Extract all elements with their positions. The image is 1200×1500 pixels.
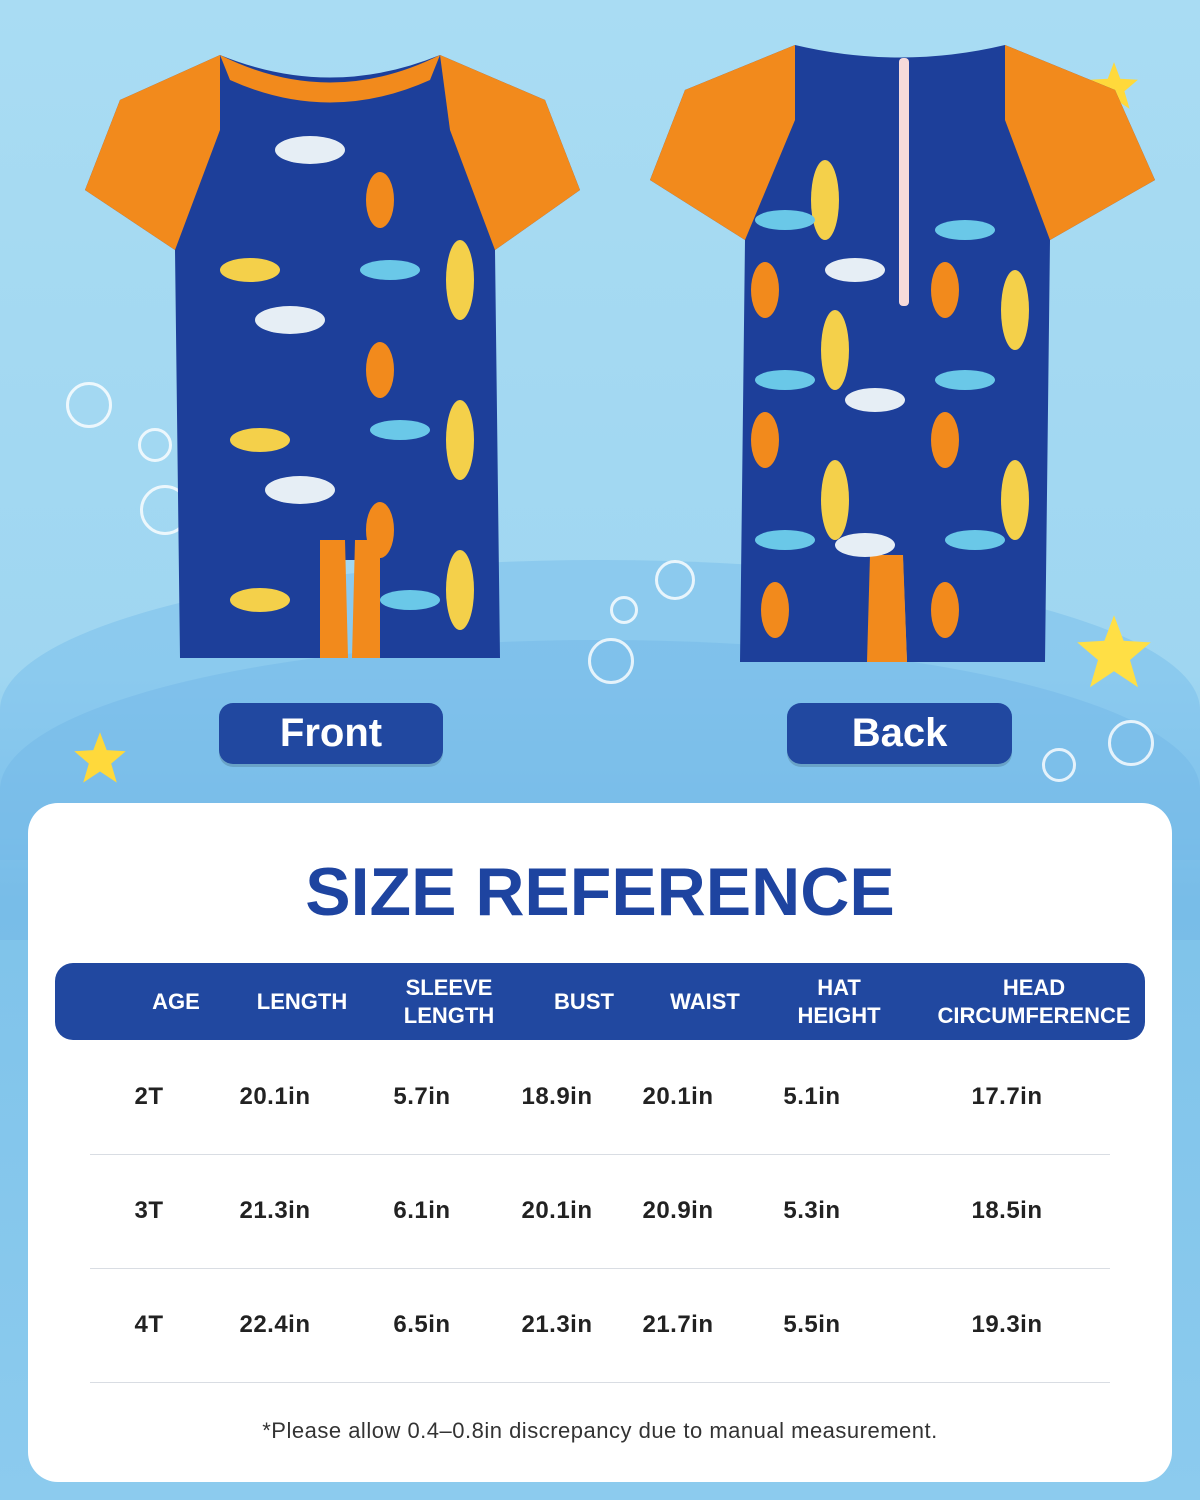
swimsuit-back-image	[650, 45, 1155, 662]
star-icon	[74, 732, 126, 783]
table-row: 3T 21.3in 6.1in 20.1in 20.9in 5.3in 18.5in	[28, 1197, 1172, 1237]
table-cell: 2T	[134, 1083, 164, 1110]
table-cell: 19.3in	[971, 1311, 1043, 1338]
row-divider	[90, 1268, 1110, 1269]
column-header: AGE	[152, 988, 200, 1014]
table-cell: 20.1in	[642, 1083, 714, 1110]
table-row: 2T 20.1in 5.7in 18.9in 20.1in 5.1in 17.7in	[28, 1083, 1172, 1123]
table-cell: 20.1in	[521, 1197, 593, 1224]
swimsuit-front-image	[85, 55, 580, 658]
table-cell: 21.3in	[239, 1197, 311, 1224]
column-header: HAT HEIGHT	[797, 974, 881, 1028]
bubble-decoration	[610, 596, 638, 624]
table-cell: 6.5in	[393, 1311, 451, 1338]
bubble-decoration	[138, 428, 172, 462]
table-cell: 21.3in	[521, 1311, 593, 1338]
bubble-decoration	[588, 638, 634, 684]
table-cell: 5.5in	[783, 1311, 841, 1338]
table-cell: 5.7in	[393, 1083, 451, 1110]
table-cell: 17.7in	[971, 1083, 1043, 1110]
card-title: SIZE REFERENCE	[305, 854, 895, 930]
table-cell: 22.4in	[239, 1311, 311, 1338]
front-label: Front	[219, 703, 443, 764]
table-cell: 6.1in	[393, 1197, 451, 1224]
column-header: SLEEVE LENGTH	[403, 974, 495, 1028]
size-reference-card: SIZE REFERENCE AGE LENGTH SLEEVE LENGTH BUS…	[28, 803, 1172, 1482]
back-label: Back	[787, 703, 1012, 764]
table-cell: 5.3in	[783, 1197, 841, 1224]
table-cell: 20.1in	[239, 1083, 311, 1110]
column-header: WAIST	[670, 988, 740, 1014]
table-cell: 21.7in	[642, 1311, 714, 1338]
table-cell: 18.9in	[521, 1083, 593, 1110]
star-icon	[1077, 615, 1151, 688]
table-cell: 5.1in	[783, 1083, 841, 1110]
column-header: HEAD CIRCUMFERENCE	[937, 974, 1131, 1028]
table-cell: 20.9in	[642, 1197, 714, 1224]
measurement-note: *Please allow 0.4–0.8in discrepancy due …	[262, 1418, 938, 1443]
table-row: 4T 22.4in 6.5in 21.3in 21.7in 5.5in 19.3in	[28, 1311, 1172, 1351]
row-divider	[90, 1382, 1110, 1383]
bubble-decoration	[1042, 748, 1076, 782]
size-table-header: AGE LENGTH SLEEVE LENGTH BUST WAIST HAT HEIGH…	[55, 963, 1145, 1040]
bubble-decoration	[655, 560, 695, 600]
column-header: BUST	[554, 988, 614, 1014]
table-cell: 4T	[134, 1311, 164, 1338]
bubble-decoration	[66, 382, 112, 428]
table-cell: 3T	[134, 1197, 164, 1224]
column-header: LENGTH	[256, 988, 348, 1014]
bubble-decoration	[1108, 720, 1154, 766]
table-cell: 18.5in	[971, 1197, 1043, 1224]
row-divider	[90, 1154, 1110, 1155]
